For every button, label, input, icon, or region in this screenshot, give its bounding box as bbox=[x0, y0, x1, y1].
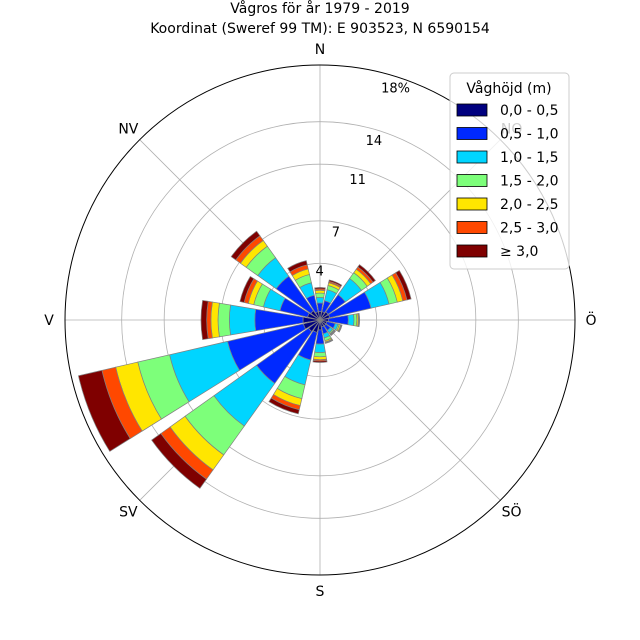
bar-segment-o-series-3 bbox=[347, 313, 355, 327]
bar-segment-n-series-7 bbox=[314, 287, 326, 290]
radial-tick-label: 11 bbox=[349, 173, 366, 188]
legend-swatch bbox=[456, 244, 488, 258]
legend-swatch bbox=[456, 127, 488, 140]
direction-label-v: V bbox=[44, 313, 54, 329]
legend-label: 1,5 - 2,0 bbox=[500, 174, 558, 190]
direction-label-so: SÖ bbox=[502, 503, 522, 521]
radial-tick-label: 18% bbox=[381, 81, 410, 96]
chart-title: Vågros för år 1979 - 2019 bbox=[230, 0, 409, 17]
legend-item: 1,5 - 2,0 bbox=[456, 174, 558, 190]
bar-segment-v-series-7 bbox=[200, 299, 209, 341]
bar-segment-sv-series-7 bbox=[151, 433, 207, 489]
legend-item: 0,5 - 1,0 bbox=[456, 127, 558, 143]
bar-segment-ono-series-7 bbox=[395, 269, 412, 301]
bar-segment-o-series-7 bbox=[358, 313, 361, 327]
legend-label: 2,5 - 3,0 bbox=[500, 221, 558, 237]
legend-swatch bbox=[456, 197, 488, 211]
radial-tick-label: 7 bbox=[332, 225, 340, 240]
bar-segment-s-series-4 bbox=[313, 351, 327, 358]
legend-swatch bbox=[456, 150, 488, 164]
legend-item: 2,5 - 3,0 bbox=[456, 221, 558, 237]
bar-segment-no-series-7 bbox=[357, 264, 376, 283]
bar-segment-nnv-series-7 bbox=[287, 260, 308, 273]
bar-segment-so-series-7 bbox=[330, 330, 337, 337]
legend-swatch bbox=[456, 221, 488, 234]
bar-segment-ssv-series-7 bbox=[268, 397, 300, 415]
bar-segment-s-series-3 bbox=[314, 343, 326, 353]
legend-swatch bbox=[456, 103, 488, 117]
direction-label-nv: NV bbox=[118, 121, 138, 137]
direction-label-o: Ö bbox=[585, 311, 596, 329]
bar-segment-v-series-4 bbox=[217, 302, 231, 338]
legend-item: 2,0 - 2,5 bbox=[456, 197, 558, 213]
legend-item: 1,0 - 1,5 bbox=[456, 150, 558, 166]
bar-segment-v-series-3 bbox=[228, 304, 257, 336]
radial-grid-circle bbox=[121, 121, 519, 519]
legend-label: ≥ 3,0 bbox=[500, 244, 538, 260]
bar-segment-vnv-series-7 bbox=[239, 275, 255, 303]
radial-grid-circle bbox=[163, 163, 477, 477]
bar-segment-vsv-series-7 bbox=[78, 369, 131, 452]
bar-segment-sso-series-7 bbox=[324, 339, 334, 344]
legend-item: ≥ 3,0 bbox=[456, 244, 538, 260]
legend: Våghöjd (m) 0,0 - 0,5 0,5 - 1,0 1,0 - 1,5 1… bbox=[449, 72, 570, 270]
radial-tick-label: 14 bbox=[366, 134, 383, 149]
legend-label: 1,0 - 1,5 bbox=[500, 150, 558, 166]
bar-segment-n-series-4 bbox=[315, 292, 325, 299]
legend-label: 0,5 - 1,0 bbox=[500, 127, 558, 143]
bar-segment-v-series-5 bbox=[210, 301, 220, 339]
radial-tick-label: 4 bbox=[316, 265, 324, 280]
radial-tick-labels: 4 7 11 14 18% bbox=[316, 81, 410, 279]
chart-subtitle: Koordinat (Sweref 99 TM): E 903523, N 65… bbox=[150, 21, 490, 37]
bar-segment-nv-series-7 bbox=[230, 230, 261, 261]
legend-swatch bbox=[456, 174, 488, 187]
legend-label: 0,0 - 0,5 bbox=[500, 103, 558, 119]
bar-segment-s-series-7 bbox=[312, 360, 328, 363]
legend-label: 2,0 - 2,5 bbox=[500, 197, 558, 213]
bar-segment-n-series-3 bbox=[315, 296, 325, 304]
bar-segment-oso-series-7 bbox=[338, 324, 343, 333]
direction-label-s: S bbox=[316, 584, 325, 600]
legend-item: 0,0 - 0,5 bbox=[456, 103, 558, 119]
polar-frame bbox=[64, 64, 576, 576]
legend-box bbox=[449, 72, 570, 270]
bar-segment-nno-series-7 bbox=[328, 279, 343, 287]
direction-label-sv: SV bbox=[119, 505, 138, 521]
angular-grid-line bbox=[319, 319, 501, 501]
legend-title: Våghöjd (m) bbox=[466, 80, 551, 97]
rose-bars bbox=[78, 230, 412, 489]
direction-label-n: N bbox=[315, 42, 325, 58]
